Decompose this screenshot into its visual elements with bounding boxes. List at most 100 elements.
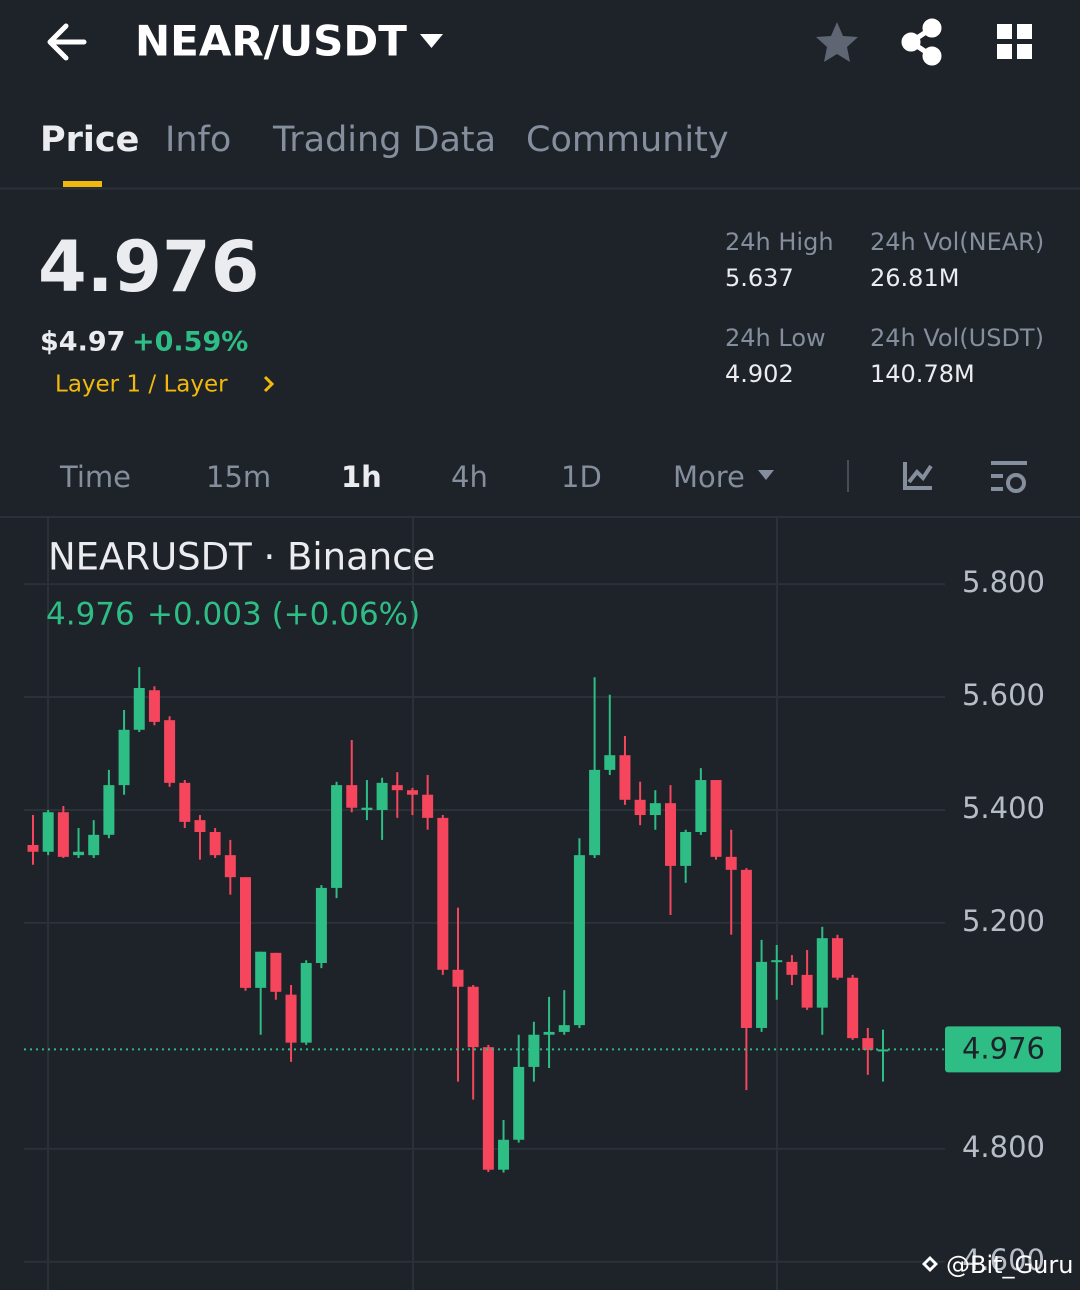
candle-body (513, 1066, 525, 1140)
candle-body (422, 794, 434, 818)
interval[interactable]: Time (59, 460, 131, 494)
candle-body (133, 687, 145, 730)
candle-body (331, 785, 343, 888)
stat-label: 24h Vol(USDT) (870, 324, 1044, 352)
candle-body (786, 961, 798, 975)
watermark: @Bit_Guru (946, 1251, 1073, 1279)
candle-body (801, 974, 813, 1008)
settings-icon[interactable] (991, 461, 1027, 493)
candle-body (118, 729, 130, 786)
candle-body (57, 812, 69, 857)
candle-body (847, 977, 859, 1039)
stat-label: 24h Low (725, 324, 826, 352)
candle-body (270, 952, 282, 992)
candle-body (437, 817, 449, 970)
chart-title: NEARUSDT · Binance (48, 536, 435, 579)
back-button[interactable] (47, 23, 87, 61)
pair-title[interactable]: NEAR/USDT (135, 17, 407, 66)
more-caret[interactable] (758, 470, 774, 480)
share-icon[interactable] (901, 18, 942, 66)
tab[interactable]: Trading Data (272, 120, 496, 160)
candle-body (179, 782, 191, 822)
candle-body (300, 963, 312, 1043)
candle-body (406, 790, 418, 795)
candle-body (710, 780, 722, 857)
candle-body (194, 820, 206, 832)
y-tick-label: 5.200 (962, 904, 1045, 938)
tab[interactable]: Price (40, 120, 139, 160)
interval[interactable]: 1D (561, 460, 602, 494)
stat-label: 24h Vol(NEAR) (870, 228, 1044, 256)
candle-body (665, 803, 676, 866)
candle-body (862, 1038, 874, 1050)
stat-value: 5.637 (725, 264, 794, 292)
tab[interactable]: Community (526, 120, 729, 160)
candle-body (376, 782, 388, 810)
candle-body (148, 690, 160, 722)
candle-body (88, 834, 100, 856)
sector-tag[interactable]: Layer 1 / Layer (55, 372, 228, 398)
candle-body (740, 869, 752, 1028)
candle-body (42, 812, 54, 852)
y-tick-label: 4.800 (962, 1130, 1045, 1164)
legend-change: +0.003 (+0.06%) (147, 597, 420, 633)
tab[interactable]: Info (165, 120, 231, 160)
last-price: 4.976 (38, 226, 259, 308)
y-tick-label: 4.600 (962, 1243, 1045, 1277)
y-tick-label: 5.600 (962, 678, 1045, 712)
candle-body (498, 1139, 510, 1170)
interval[interactable]: 15m (206, 460, 271, 494)
candle-body (315, 887, 327, 964)
candle-body (391, 785, 403, 791)
interval[interactable]: More (673, 460, 745, 494)
candle-body (285, 994, 297, 1043)
candle-body (619, 755, 631, 800)
candle-body (816, 938, 828, 1008)
watermark-logo (922, 1256, 938, 1272)
candle-body (467, 986, 479, 1048)
legend-price: 4.976 (46, 597, 135, 633)
favorite-icon[interactable] (816, 22, 858, 62)
price-change: +0.59% (132, 327, 248, 358)
usd-price: $4.97 (40, 327, 125, 358)
candle-body (103, 785, 115, 835)
candle-body (452, 969, 464, 987)
candle-body (528, 1034, 540, 1067)
candle-body (255, 951, 267, 988)
candle-body (543, 1031, 555, 1035)
candle-body (27, 844, 39, 852)
candle-body (73, 851, 85, 856)
candle-body (634, 799, 646, 816)
stat-value: 4.902 (725, 360, 794, 388)
y-tick-label: 5.400 (962, 791, 1045, 825)
interval[interactable]: 1h (341, 460, 382, 494)
candle-body (831, 938, 843, 978)
candle-body (361, 807, 373, 810)
candle-body (573, 855, 585, 1026)
candle-body (558, 1025, 570, 1032)
indicator-icon[interactable] (903, 462, 933, 490)
candle-body (649, 803, 661, 816)
candle-body (346, 785, 358, 808)
candle-body (482, 1047, 494, 1170)
candle-body (224, 855, 236, 878)
pair-caret[interactable] (420, 34, 443, 48)
stat-label: 24h High (725, 228, 834, 256)
candle-body (771, 960, 783, 963)
y-tick-label: 5.800 (962, 565, 1045, 599)
interval[interactable]: 4h (451, 460, 488, 494)
candle-body (604, 755, 616, 770)
last-price-tag (945, 1026, 1061, 1073)
candle-body (164, 720, 176, 783)
last-price-label: 4.976 (962, 1031, 1045, 1065)
candle-body (725, 856, 737, 870)
stat-value: 26.81M (870, 264, 959, 292)
grid-icon[interactable] (997, 24, 1032, 59)
candle-body (240, 877, 251, 988)
candle-body (695, 780, 707, 832)
candle-body (589, 769, 601, 856)
stat-value: 140.78M (870, 360, 975, 388)
sector-chevron[interactable] (263, 375, 275, 393)
